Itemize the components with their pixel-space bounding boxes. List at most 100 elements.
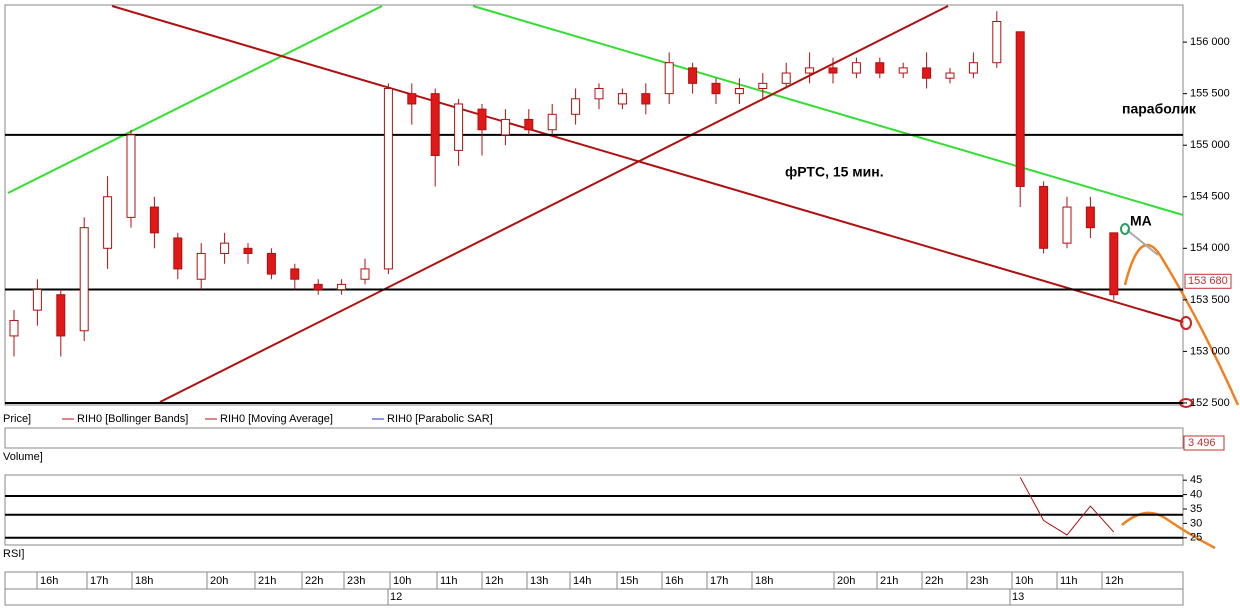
time-label: 18h — [135, 575, 153, 587]
candle-body — [196, 252, 206, 280]
time-label: 22h — [925, 575, 943, 587]
time-label: 23h — [347, 575, 365, 587]
volume-last: 3 496 — [1188, 437, 1216, 449]
candle-body — [851, 62, 861, 74]
chart-title: фРТС, 15 мин. — [785, 164, 884, 180]
time-label: 18h — [755, 575, 773, 587]
candle-body — [79, 227, 89, 332]
rsi-tick-label: 30 — [1190, 517, 1202, 529]
y-tick-label: 154 500 — [1190, 191, 1230, 203]
time-label: 11h — [1060, 575, 1078, 587]
time-label: 15h — [620, 575, 638, 587]
candle-body — [149, 206, 159, 234]
candle-body — [9, 319, 19, 337]
volume-pane — [4, 427, 1184, 449]
candle-body — [1109, 232, 1119, 296]
time-label: 17h — [710, 575, 728, 587]
candle-body — [758, 82, 768, 90]
trend-line — [472, 5, 1184, 216]
time-label: 20h — [210, 575, 228, 587]
trend-line — [111, 5, 1184, 323]
candle-body — [477, 108, 487, 131]
legend-entry: RIH0 [Bollinger Bands] — [77, 413, 188, 425]
candle-body — [524, 118, 534, 131]
candle-body — [664, 62, 674, 95]
candle-body — [781, 72, 791, 84]
candle-body — [945, 72, 955, 79]
day-label: 12 — [390, 591, 402, 603]
time-label: 16h — [40, 575, 58, 587]
time-label: 23h — [970, 575, 988, 587]
price-pane — [4, 4, 1184, 406]
candle-body — [594, 88, 604, 100]
legend-entry: RIH0 [Moving Average] — [220, 413, 333, 425]
candle-body — [383, 88, 393, 270]
candle-body — [1062, 206, 1072, 244]
time-label: 22h — [305, 575, 323, 587]
candle-body — [547, 113, 557, 131]
time-label: 10h — [393, 575, 411, 587]
ma-marker — [1120, 223, 1130, 235]
candle-body — [313, 283, 323, 291]
time-label: 12h — [485, 575, 503, 587]
legend-entry: RIH0 [Parabolic SAR] — [387, 413, 493, 425]
candle-body — [1085, 206, 1095, 229]
candle-body — [454, 103, 464, 151]
candle-body — [337, 283, 347, 291]
time-label: 20h — [837, 575, 855, 587]
time-label: 21h — [880, 575, 898, 587]
legend-entry: Price] — [3, 413, 31, 425]
time-label: 12h — [1105, 575, 1123, 587]
volume-last-box — [1183, 435, 1225, 451]
candle-body — [688, 67, 698, 84]
trend-line — [7, 5, 383, 194]
y-tick-label: 156 000 — [1190, 36, 1230, 48]
y-tick-label: 155 500 — [1190, 88, 1230, 100]
candle-body — [126, 134, 136, 218]
candle-body — [992, 20, 1002, 64]
candle-body — [407, 93, 417, 105]
candle-body — [641, 93, 651, 105]
ma-label: MA — [1130, 213, 1152, 229]
trend-line — [159, 5, 949, 403]
rsi-pane — [4, 474, 1184, 546]
candle-body — [711, 82, 721, 95]
candle-body — [617, 93, 627, 105]
candle-body — [173, 237, 183, 270]
candle-body — [290, 268, 300, 280]
candle-body — [922, 67, 932, 79]
y-tick-label: 154 000 — [1190, 242, 1230, 254]
time-label: 11h — [440, 575, 458, 587]
rsi-tick-label: 35 — [1190, 503, 1202, 515]
y-tick-label: 152 500 — [1190, 397, 1230, 409]
forecast-curve — [1121, 511, 1216, 550]
candle-body — [571, 98, 581, 115]
last-price-label: 153 680 — [1188, 275, 1228, 287]
candle-body — [32, 289, 42, 311]
candle-body — [734, 88, 744, 95]
ma-arrow — [1126, 229, 1159, 256]
price-marker — [1180, 316, 1192, 330]
candle-body — [968, 62, 978, 74]
time-label: 13h — [530, 575, 548, 587]
volume-label: Volume] — [3, 451, 43, 463]
candle-body — [56, 294, 66, 337]
rsi-tick-label: 25 — [1190, 532, 1202, 544]
candle-body — [430, 93, 440, 157]
candle-body — [220, 242, 230, 254]
candle-body — [103, 196, 113, 249]
time-label: 21h — [258, 575, 276, 587]
time-label: 17h — [90, 575, 108, 587]
y-tick-label: 153 500 — [1190, 294, 1230, 306]
time-label: 16h — [665, 575, 683, 587]
forecast-curve — [1123, 243, 1240, 406]
candle-body — [500, 118, 510, 136]
candle-body — [875, 62, 885, 74]
rsi-tick-label: 40 — [1190, 488, 1202, 500]
candle-body — [360, 268, 370, 280]
rsi-label: RSI] — [3, 548, 24, 560]
time-label: 10h — [1015, 575, 1033, 587]
time-label: 14h — [573, 575, 591, 587]
